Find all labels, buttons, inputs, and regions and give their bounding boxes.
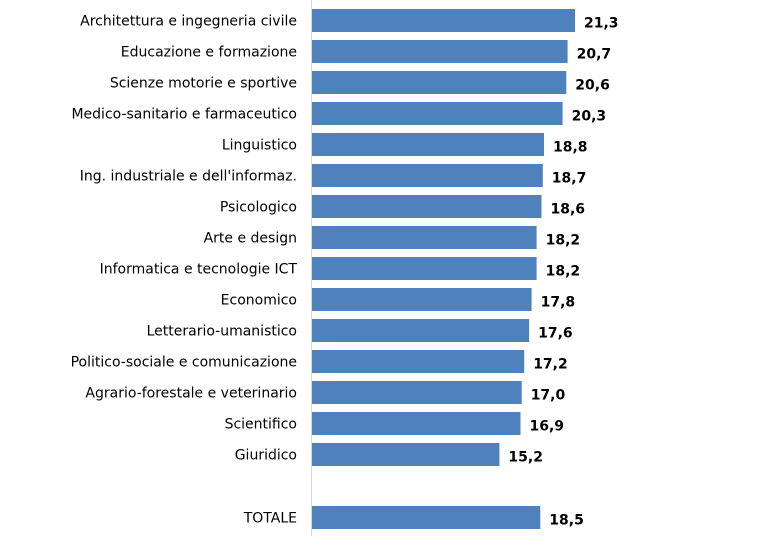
value-label-scienze-motorie-e-sportive: 20,6 <box>575 78 610 94</box>
category-label-medico-sanitario-e-farmaceutico: Medico-sanitario e farmaceutico <box>71 107 297 123</box>
value-label-totale: 18,5 <box>549 513 584 529</box>
bars-group <box>311 9 575 529</box>
bar-ing-industriale-e-dell-informaz <box>311 164 543 187</box>
value-label-linguistico: 18,8 <box>553 140 588 156</box>
category-labels: Architettura e ingegneria civile Educazio… <box>71 14 298 527</box>
bar-educazione-e-formazione <box>311 40 568 63</box>
category-label-linguistico: Linguistico <box>222 138 297 154</box>
value-label-arte-e-design: 18,2 <box>546 233 581 249</box>
bar-politico-sociale-e-comunicazione <box>311 350 525 373</box>
bar-letterario-umanistico <box>311 319 530 342</box>
value-label-architettura-e-ingegneria-civile: 21,3 <box>584 16 619 32</box>
bar-medico-sanitario-e-farmaceutico <box>311 102 563 125</box>
category-label-scienze-motorie-e-sportive: Scienze motorie e sportive <box>110 76 297 92</box>
bar-linguistico <box>311 133 544 156</box>
category-label-psicologico: Psicologico <box>220 200 297 216</box>
value-label-psicologico: 18,6 <box>551 202 586 218</box>
value-label-informatica-e-tecnologie-ict: 18,2 <box>546 264 581 280</box>
value-label-educazione-e-formazione: 20,7 <box>577 47 612 63</box>
bar-economico <box>311 288 532 311</box>
category-label-arte-e-design: Arte e design <box>204 231 297 247</box>
value-label-scientifico: 16,9 <box>530 419 565 435</box>
category-label-educazione-e-formazione: Educazione e formazione <box>121 45 297 61</box>
category-label-agrario-forestale-e-veterinario: Agrario-forestale e veterinario <box>85 386 297 402</box>
bar-architettura-e-ingegneria-civile <box>311 9 575 32</box>
value-label-politico-sociale-e-comunicazione: 17,2 <box>533 357 568 373</box>
bar-agrario-forestale-e-veterinario <box>311 381 522 404</box>
bar-giuridico <box>311 443 500 466</box>
value-label-ing-industriale-e-dell-informaz: 18,7 <box>552 171 587 187</box>
category-label-politico-sociale-e-comunicazione: Politico-sociale e comunicazione <box>71 355 297 371</box>
category-label-architettura-e-ingegneria-civile: Architettura e ingegneria civile <box>80 14 297 30</box>
value-label-letterario-umanistico: 17,6 <box>538 326 573 342</box>
value-label-medico-sanitario-e-farmaceutico: 20,3 <box>572 109 607 125</box>
value-label-economico: 17,8 <box>541 295 576 311</box>
bar-scientifico <box>311 412 521 435</box>
category-label-letterario-umanistico: Letterario-umanistico <box>147 324 297 340</box>
bar-scienze-motorie-e-sportive <box>311 71 567 94</box>
value-label-giuridico: 15,2 <box>508 450 543 466</box>
category-label-informatica-e-tecnologie-ict: Informatica e tecnologie ICT <box>100 262 298 278</box>
bar-totale <box>311 506 541 529</box>
category-label-giuridico: Giuridico <box>235 448 297 464</box>
value-label-agrario-forestale-e-veterinario: 17,0 <box>531 388 566 404</box>
bar-informatica-e-tecnologie-ict <box>311 257 537 280</box>
category-label-totale: TOTALE <box>243 511 297 527</box>
bar-psicologico <box>311 195 542 218</box>
value-labels: 21,3 20,7 20,6 20,3 18,8 18,7 18,6 18,2 18,2 17,8… <box>508 16 618 529</box>
category-label-ing-industriale-e-dell-informaz: Ing. industriale e dell'informaz. <box>80 169 297 185</box>
category-label-economico: Economico <box>221 293 297 309</box>
bar-arte-e-design <box>311 226 537 249</box>
category-label-scientifico: Scientifico <box>225 417 297 433</box>
